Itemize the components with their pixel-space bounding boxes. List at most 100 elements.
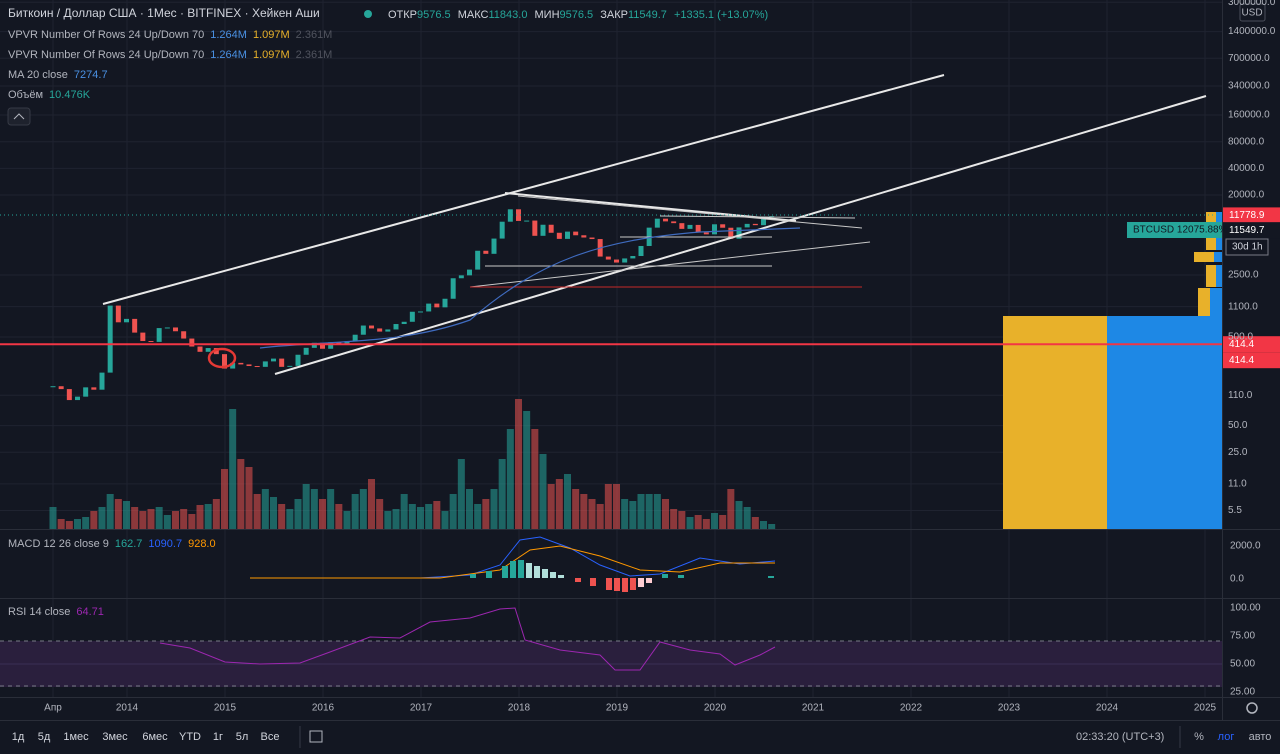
scale-option[interactable]: авто bbox=[1249, 731, 1272, 743]
candle bbox=[712, 224, 717, 235]
candle bbox=[418, 311, 423, 313]
volume-bar bbox=[580, 494, 588, 529]
candle bbox=[148, 341, 154, 343]
volume-bar bbox=[65, 521, 73, 529]
indicator-name: Объём bbox=[8, 89, 43, 101]
candle bbox=[156, 328, 162, 342]
candle bbox=[695, 224, 701, 233]
candle bbox=[614, 259, 619, 263]
candle bbox=[671, 221, 677, 224]
candle bbox=[467, 269, 472, 276]
price-badge: 11549.7 bbox=[1229, 225, 1265, 236]
ma-line bbox=[259, 227, 801, 349]
macd-tick-label: 0.0 bbox=[1230, 574, 1244, 585]
macd-tick-label: 2000.0 bbox=[1230, 541, 1261, 552]
volume-bar bbox=[49, 507, 57, 529]
price-tick-label: 2500.0 bbox=[1228, 270, 1259, 281]
range-button[interactable]: 1д bbox=[12, 731, 25, 743]
volume-bar bbox=[163, 515, 171, 529]
range-button[interactable]: 6мес bbox=[142, 731, 168, 743]
volume-bar bbox=[572, 489, 580, 529]
candle bbox=[164, 327, 170, 329]
countdown: 30d 1h bbox=[1232, 242, 1263, 253]
scale-option[interactable]: лог bbox=[1218, 731, 1235, 743]
candles bbox=[50, 209, 775, 401]
macd-value: 162.7 bbox=[115, 538, 143, 550]
ohlc-value: 9576.5 bbox=[560, 9, 594, 21]
ohlc-value: 9576.5 bbox=[417, 9, 451, 21]
macd-value: 928.0 bbox=[188, 538, 216, 550]
candle bbox=[736, 227, 742, 239]
time-tick-label: 2020 bbox=[704, 703, 727, 714]
scale-option[interactable]: % bbox=[1194, 731, 1204, 743]
rsi-name: RSI 14 close bbox=[8, 606, 70, 618]
price-tick-label: 25.0 bbox=[1228, 447, 1248, 458]
volume-bar bbox=[327, 489, 335, 529]
settings-icon[interactable] bbox=[1246, 702, 1258, 714]
price-badge-bg bbox=[1223, 222, 1280, 239]
price-tick-label: 500.0 bbox=[1228, 332, 1253, 343]
range-button[interactable]: Все bbox=[261, 731, 280, 743]
candle bbox=[369, 325, 374, 329]
candle bbox=[752, 223, 758, 226]
volume-bar bbox=[147, 509, 155, 529]
volume-bar bbox=[114, 499, 122, 529]
range-button[interactable]: 1г bbox=[213, 731, 223, 743]
volume-bar bbox=[564, 474, 571, 529]
candle bbox=[254, 366, 260, 368]
candle bbox=[50, 386, 56, 388]
candle bbox=[516, 209, 521, 221]
volume-bar bbox=[506, 429, 514, 529]
range-button[interactable]: 5д bbox=[38, 731, 51, 743]
price-tick-label: 11.0 bbox=[1228, 478, 1247, 489]
candle bbox=[409, 311, 415, 322]
vp-up bbox=[1003, 316, 1107, 529]
rsi-tick-label: 25.00 bbox=[1230, 687, 1255, 698]
candle bbox=[703, 232, 709, 235]
range-button[interactable]: 3мес bbox=[102, 731, 128, 743]
range-button[interactable]: 5л bbox=[236, 731, 249, 743]
indicator: MA 20 close 7274.7 bbox=[8, 69, 108, 81]
ohlc-label: ОТКР bbox=[388, 9, 417, 21]
candle bbox=[744, 223, 750, 228]
range-button[interactable]: 1мес bbox=[63, 731, 89, 743]
date-range-icon[interactable] bbox=[309, 730, 323, 743]
candle bbox=[75, 396, 80, 401]
volume-bar bbox=[74, 519, 81, 529]
candle bbox=[197, 346, 203, 352]
candle bbox=[687, 224, 693, 229]
volume-bar bbox=[702, 519, 710, 529]
price-tick-label: 3000000.0 bbox=[1228, 0, 1276, 8]
candle bbox=[761, 216, 766, 226]
time-tick-label: 2016 bbox=[312, 703, 335, 714]
candle bbox=[344, 341, 350, 345]
candle bbox=[393, 324, 399, 330]
currency-box[interactable] bbox=[1239, 3, 1266, 22]
candle bbox=[58, 386, 64, 390]
volume-bar bbox=[253, 494, 261, 529]
volume-bar bbox=[457, 459, 465, 529]
candle bbox=[115, 305, 121, 323]
candle bbox=[295, 354, 301, 366]
range-button[interactable]: YTD bbox=[179, 731, 201, 743]
ohlc-label: ЗАКР bbox=[600, 9, 628, 21]
volume-bar bbox=[474, 504, 482, 529]
volume-bar bbox=[204, 504, 212, 529]
price-badge-bg bbox=[1223, 352, 1280, 369]
volume-bar bbox=[613, 484, 620, 529]
candle bbox=[107, 305, 113, 373]
collapse-button[interactable] bbox=[7, 107, 31, 126]
volume-bar bbox=[196, 505, 204, 529]
volume bbox=[49, 399, 776, 529]
ohlc-value: 11549.7 bbox=[628, 9, 667, 21]
candle bbox=[320, 342, 325, 349]
volume-bar bbox=[433, 501, 441, 529]
btcusd-badge-bg bbox=[1127, 222, 1222, 238]
volume-bar bbox=[727, 489, 735, 529]
candle bbox=[222, 354, 227, 369]
volume-bar bbox=[678, 511, 686, 529]
bottom-toolbar: 1д 5д 1мес 3мес 6мес YTD 1г 5л Все 02:33:20 (UTC+… bbox=[12, 731, 1272, 743]
volume-bar bbox=[368, 479, 375, 529]
candle bbox=[311, 342, 317, 348]
price-badge: 11778.9 bbox=[1229, 210, 1265, 221]
